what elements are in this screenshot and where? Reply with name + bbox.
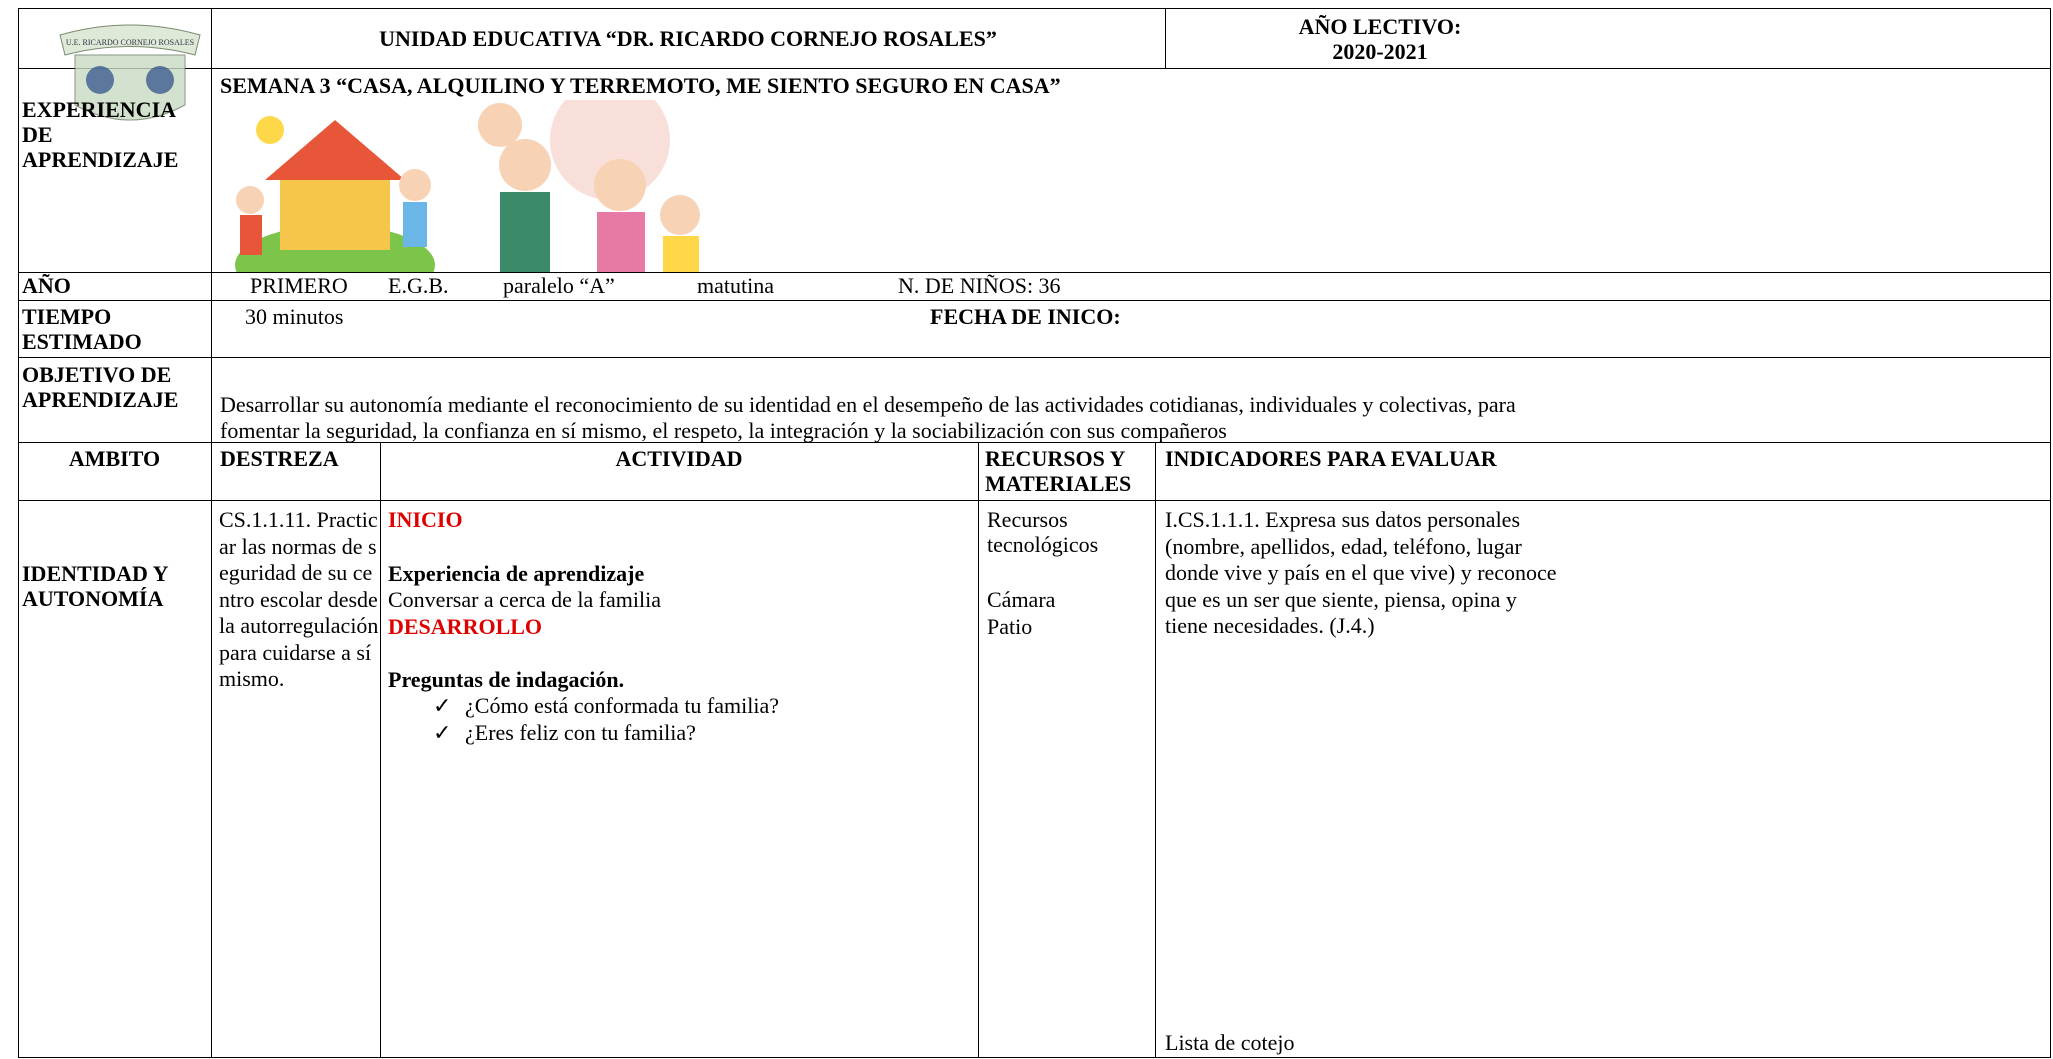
question: ¿Eres feliz con tu familia? — [433, 720, 696, 745]
rule — [18, 8, 2051, 9]
activity-experience-title: Experiencia de aprendizaje — [388, 561, 645, 586]
column-header: AMBITO — [68, 446, 161, 471]
objective-label: OBJETIVO DE APRENDIZAJE — [22, 362, 179, 412]
column-header: INDICADORES PARA EVALUAR — [1165, 446, 1497, 471]
column-header: ACTIVIDAD — [615, 446, 743, 471]
column-header: RECURSOS Y MATERIALES — [985, 446, 1132, 496]
time-label: TIEMPO ESTIMADO — [22, 304, 142, 354]
resource: Cámara — [987, 587, 1056, 612]
rule — [18, 357, 2051, 358]
resource: Recursos tecnológicos — [987, 507, 1099, 557]
rule — [18, 442, 2051, 443]
rule — [2050, 8, 2051, 1058]
date-label: FECHA DE INICO: — [930, 304, 1121, 329]
activity-start: INICIO — [388, 507, 463, 532]
question: ¿Cómo está conformada tu familia? — [433, 693, 779, 718]
activity-development: DESARROLLO — [388, 614, 543, 639]
time: 30 minutos — [245, 304, 344, 329]
objective-text: Desarrollar su autonomía mediante el rec… — [220, 392, 1516, 443]
logo: U.E. RICARDO CORNEJO ROSALES — [59, 24, 201, 121]
rule — [211, 8, 212, 1058]
rule — [380, 442, 381, 1058]
rule — [18, 1057, 2051, 1058]
rule — [18, 8, 19, 1058]
section: paralelo “A” — [503, 273, 615, 298]
children: N. DE NIÑOS: 36 — [898, 273, 1061, 298]
grade: PRIMERO — [250, 273, 348, 298]
year-row-label: AÑO — [22, 273, 71, 298]
evaluation: Lista de cotejo — [1165, 1030, 1295, 1055]
activity-experience-text: Conversar a cerca de la familia — [388, 587, 662, 612]
rule — [978, 442, 979, 1058]
school-name: UNIDAD EDUCATIVA “DR. RICARDO CORNEJO RO… — [379, 26, 997, 51]
level: E.G.B. — [388, 273, 449, 298]
shift: matutina — [697, 273, 774, 298]
experience-title: SEMANA 3 “CASA, ALQUILINO Y TERREMOTO, M… — [220, 73, 1061, 98]
rule — [1165, 8, 1166, 68]
rule — [18, 272, 2051, 273]
rule — [18, 300, 2051, 301]
rule — [18, 68, 2051, 69]
year: 2020-2021 — [1332, 39, 1428, 64]
year-label: AÑO LECTIVO: — [1298, 14, 1462, 39]
ambito: IDENTIDAD Y AUTONOMÍA — [22, 561, 168, 611]
activity-questions-title: Preguntas de indagación. — [388, 667, 625, 692]
logo-text: U.E. RICARDO CORNEJO ROSALES — [66, 38, 194, 47]
indicator: I.CS.1.1.1. Expresa sus datos personales… — [1165, 507, 1557, 638]
resource: Patio — [987, 614, 1033, 639]
destreza: CS.1.1.11. Practicar las normas de segur… — [219, 507, 379, 691]
column-header: DESTREZA — [220, 446, 339, 471]
rule — [18, 500, 2051, 501]
rule — [1155, 442, 1156, 1058]
illustration — [235, 100, 700, 272]
experience-label: EXPERIENCIA DE APRENDIZAJE — [22, 97, 179, 172]
